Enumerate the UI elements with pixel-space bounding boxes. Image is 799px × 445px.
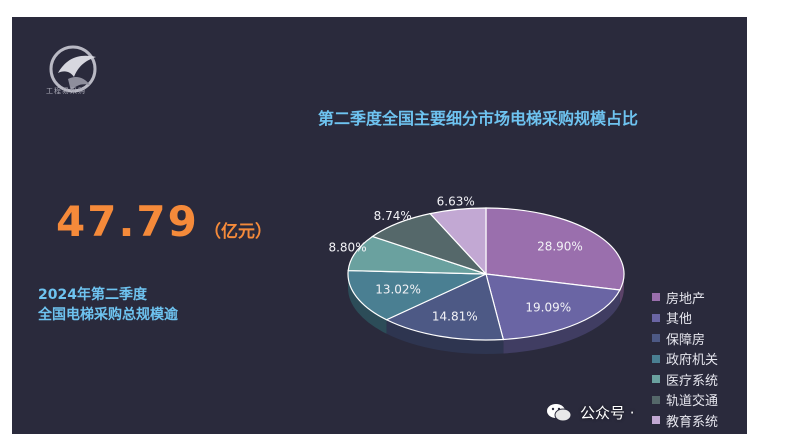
legend-swatch [652, 293, 660, 302]
legend-item: 医疗系统 [652, 369, 718, 390]
slide-background: 工程易采购 第二季度全国主要细分市场电梯采购规模占比 47.79 （亿元） 20… [12, 17, 747, 434]
chart-legend: 房地产其他保障房政府机关医疗系统轨道交通教育系统 [652, 287, 718, 431]
subtitle-line-2: 全国电梯采购总规模逾 [38, 307, 178, 323]
pie-slice-label-6: 6.63% [437, 195, 475, 209]
pie-side-walls [348, 274, 624, 354]
wechat-icon [547, 403, 572, 421]
headline-unit: （亿元） [204, 222, 272, 242]
legend-item: 轨道交通 [652, 390, 718, 411]
legend-label: 轨道交通 [666, 394, 719, 410]
legend-label: 房地产 [666, 291, 706, 307]
pie-slice-6 [428, 207, 487, 276]
pie-slice-2 [385, 273, 505, 341]
pie-slice-side-2 [386, 319, 504, 354]
legend-label: 教育系统 [666, 414, 719, 430]
wechat-watermark: 公众号 · [546, 402, 635, 423]
pie-slice-label-2: 14.81% [432, 309, 478, 323]
headline-subtitle: 2024年第二季度 全国电梯采购总规模逾 [38, 285, 178, 325]
legend-swatch [652, 375, 660, 384]
pie-slice-label-0: 28.90% [537, 239, 583, 253]
pie-slice-label-3: 13.02% [375, 283, 421, 297]
watermark-text: 公众号 · [580, 404, 635, 422]
pie-slice-label-4: 8.80% [328, 240, 366, 254]
legend-label: 政府机关 [666, 353, 719, 369]
legend-label: 保障房 [666, 332, 706, 348]
legend-label: 医疗系统 [666, 373, 719, 389]
legend-item: 其他 [652, 308, 718, 329]
legend-swatch [652, 313, 660, 322]
legend-item: 房地产 [652, 287, 718, 308]
pie-slice-1 [485, 273, 621, 341]
pie-slice-side-3 [348, 274, 387, 334]
legend-swatch [652, 334, 660, 343]
pie-slice-label-1: 19.09% [525, 301, 571, 315]
pie-slice-3 [347, 269, 487, 321]
legend-label: 其他 [666, 312, 693, 328]
pie-chart: 28.90% 19.09% 14.81% 13.02% 8.80% 8.74% 6.63% [328, 195, 625, 354]
pie-slice-0 [485, 207, 625, 291]
subtitle-line-1: 2024年第二季度 [38, 287, 147, 303]
bird-logo-icon [49, 45, 97, 93]
pie-slice-label-5: 8.74% [374, 209, 412, 223]
legend-swatch [652, 416, 660, 425]
chart-title: 第二季度全国主要细分市场电梯采购规模占比 [318, 109, 639, 128]
legend-swatch [652, 354, 660, 363]
pie-slice-side-0 [619, 274, 624, 305]
legend-item: 教育系统 [652, 410, 718, 431]
pie-slice-side-1 [503, 290, 620, 354]
legend-item: 政府机关 [652, 349, 718, 370]
logo-caption: 工程易采购 [46, 87, 86, 95]
legend-swatch [652, 395, 660, 404]
headline-value: 47.79 [56, 197, 199, 246]
legend-item: 保障房 [652, 328, 718, 349]
